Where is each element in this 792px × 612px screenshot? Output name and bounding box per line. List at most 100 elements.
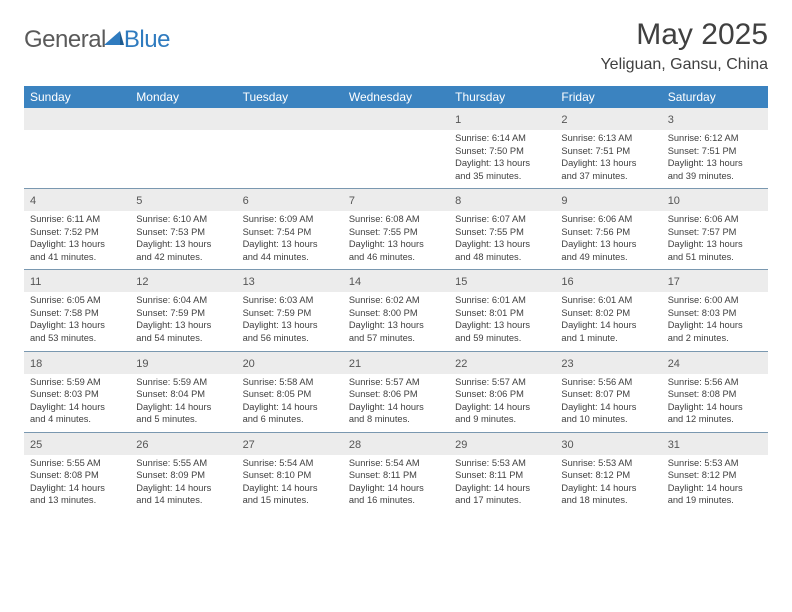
cell-body: Sunrise: 5:54 AMSunset: 8:11 PMDaylight:… — [343, 455, 449, 513]
day-number: 26 — [136, 439, 148, 451]
day-number: 17 — [668, 276, 680, 288]
calendar-cell: 27Sunrise: 5:54 AMSunset: 8:10 PMDayligh… — [237, 433, 343, 513]
cell-line-ss: Sunset: 8:10 PM — [243, 469, 337, 482]
cell-line-dl1: Daylight: 14 hours — [30, 401, 124, 414]
cell-line-sr: Sunrise: 5:56 AM — [668, 376, 762, 389]
cell-line-dl1: Daylight: 13 hours — [561, 157, 655, 170]
cell-line-ss: Sunset: 8:11 PM — [455, 469, 549, 482]
cell-line-dl2: and 2 minutes. — [668, 332, 762, 345]
cell-line-dl1: Daylight: 13 hours — [243, 319, 337, 332]
cell-line-ss: Sunset: 7:51 PM — [668, 145, 762, 158]
calendar-cell: 20Sunrise: 5:58 AMSunset: 8:05 PMDayligh… — [237, 352, 343, 432]
day-number: 25 — [30, 439, 42, 451]
calendar-cell — [130, 108, 236, 188]
cell-line-dl1: Daylight: 13 hours — [668, 238, 762, 251]
day-number: 27 — [243, 439, 255, 451]
calendar-cell: 14Sunrise: 6:02 AMSunset: 8:00 PMDayligh… — [343, 270, 449, 350]
cell-line-sr: Sunrise: 5:53 AM — [561, 457, 655, 470]
daynum-row: 20 — [237, 352, 343, 374]
calendar-cell: 13Sunrise: 6:03 AMSunset: 7:59 PMDayligh… — [237, 270, 343, 350]
cell-line-dl2: and 51 minutes. — [668, 251, 762, 264]
cell-body — [343, 130, 449, 186]
daynum-row: 19 — [130, 352, 236, 374]
cell-line-sr: Sunrise: 5:58 AM — [243, 376, 337, 389]
daynum-row: 1 — [449, 108, 555, 130]
cell-line-dl2: and 5 minutes. — [136, 413, 230, 426]
cell-line-sr: Sunrise: 6:02 AM — [349, 294, 443, 307]
cell-line-sr: Sunrise: 6:01 AM — [455, 294, 549, 307]
cell-line-ss: Sunset: 8:02 PM — [561, 307, 655, 320]
brand-part1: General — [24, 26, 106, 54]
cell-body: Sunrise: 6:04 AMSunset: 7:59 PMDaylight:… — [130, 292, 236, 350]
cell-body — [130, 130, 236, 186]
cell-body: Sunrise: 6:00 AMSunset: 8:03 PMDaylight:… — [662, 292, 768, 350]
cell-line-ss: Sunset: 8:12 PM — [668, 469, 762, 482]
day-number — [136, 114, 139, 126]
cell-body: Sunrise: 6:07 AMSunset: 7:55 PMDaylight:… — [449, 211, 555, 269]
calendar-cell: 10Sunrise: 6:06 AMSunset: 7:57 PMDayligh… — [662, 189, 768, 269]
daynum-row: 12 — [130, 270, 236, 292]
cell-line-dl1: Daylight: 13 hours — [136, 238, 230, 251]
daynum-row: 4 — [24, 189, 130, 211]
calendar-cell — [343, 108, 449, 188]
cell-line-dl2: and 1 minute. — [561, 332, 655, 345]
daynum-row: 30 — [555, 433, 661, 455]
day-number: 30 — [561, 439, 573, 451]
calendar-cell: 2Sunrise: 6:13 AMSunset: 7:51 PMDaylight… — [555, 108, 661, 188]
cell-body: Sunrise: 5:56 AMSunset: 8:08 PMDaylight:… — [662, 374, 768, 432]
cell-line-ss: Sunset: 8:08 PM — [30, 469, 124, 482]
cell-body: Sunrise: 6:13 AMSunset: 7:51 PMDaylight:… — [555, 130, 661, 188]
calendar-cell: 5Sunrise: 6:10 AMSunset: 7:53 PMDaylight… — [130, 189, 236, 269]
cell-line-ss: Sunset: 7:58 PM — [30, 307, 124, 320]
daynum-row — [343, 108, 449, 130]
dow-sunday: Sunday — [24, 86, 130, 108]
daynum-row: 27 — [237, 433, 343, 455]
calendar-cell: 1Sunrise: 6:14 AMSunset: 7:50 PMDaylight… — [449, 108, 555, 188]
cell-line-dl1: Daylight: 14 hours — [455, 482, 549, 495]
day-number: 28 — [349, 439, 361, 451]
cell-line-sr: Sunrise: 5:55 AM — [136, 457, 230, 470]
cell-line-ss: Sunset: 7:54 PM — [243, 226, 337, 239]
calendar-cell: 19Sunrise: 5:59 AMSunset: 8:04 PMDayligh… — [130, 352, 236, 432]
daynum-row — [130, 108, 236, 130]
cell-line-sr: Sunrise: 6:13 AM — [561, 132, 655, 145]
cell-line-dl1: Daylight: 13 hours — [455, 157, 549, 170]
calendar-week: 11Sunrise: 6:05 AMSunset: 7:58 PMDayligh… — [24, 269, 768, 350]
day-number: 15 — [455, 276, 467, 288]
cell-line-ss: Sunset: 7:50 PM — [455, 145, 549, 158]
cell-line-ss: Sunset: 8:07 PM — [561, 388, 655, 401]
calendar-week: 4Sunrise: 6:11 AMSunset: 7:52 PMDaylight… — [24, 188, 768, 269]
cell-body: Sunrise: 5:55 AMSunset: 8:08 PMDaylight:… — [24, 455, 130, 513]
cell-line-dl2: and 59 minutes. — [455, 332, 549, 345]
day-number: 16 — [561, 276, 573, 288]
cell-line-sr: Sunrise: 5:54 AM — [349, 457, 443, 470]
day-number: 21 — [349, 358, 361, 370]
cell-line-sr: Sunrise: 6:10 AM — [136, 213, 230, 226]
cell-line-dl2: and 46 minutes. — [349, 251, 443, 264]
cell-line-dl2: and 35 minutes. — [455, 170, 549, 183]
calendar-cell: 16Sunrise: 6:01 AMSunset: 8:02 PMDayligh… — [555, 270, 661, 350]
cell-line-dl2: and 44 minutes. — [243, 251, 337, 264]
cell-line-sr: Sunrise: 6:09 AM — [243, 213, 337, 226]
cell-line-sr: Sunrise: 6:05 AM — [30, 294, 124, 307]
cell-line-dl2: and 9 minutes. — [455, 413, 549, 426]
cell-line-sr: Sunrise: 5:56 AM — [561, 376, 655, 389]
cell-body: Sunrise: 5:58 AMSunset: 8:05 PMDaylight:… — [237, 374, 343, 432]
calendar-cell: 22Sunrise: 5:57 AMSunset: 8:06 PMDayligh… — [449, 352, 555, 432]
day-number: 1 — [455, 114, 461, 126]
cell-line-dl1: Daylight: 14 hours — [668, 401, 762, 414]
cell-line-ss: Sunset: 7:57 PM — [668, 226, 762, 239]
daynum-row: 16 — [555, 270, 661, 292]
calendar-cell: 11Sunrise: 6:05 AMSunset: 7:58 PMDayligh… — [24, 270, 130, 350]
brand-part2: Blue — [124, 26, 170, 54]
cell-line-dl2: and 53 minutes. — [30, 332, 124, 345]
daynum-row: 24 — [662, 352, 768, 374]
daynum-row: 9 — [555, 189, 661, 211]
cell-body: Sunrise: 5:53 AMSunset: 8:12 PMDaylight:… — [555, 455, 661, 513]
cell-line-dl1: Daylight: 14 hours — [561, 482, 655, 495]
cell-body: Sunrise: 6:11 AMSunset: 7:52 PMDaylight:… — [24, 211, 130, 269]
daynum-row: 31 — [662, 433, 768, 455]
cell-line-dl2: and 6 minutes. — [243, 413, 337, 426]
cell-body: Sunrise: 6:01 AMSunset: 8:01 PMDaylight:… — [449, 292, 555, 350]
cell-line-dl1: Daylight: 13 hours — [349, 319, 443, 332]
